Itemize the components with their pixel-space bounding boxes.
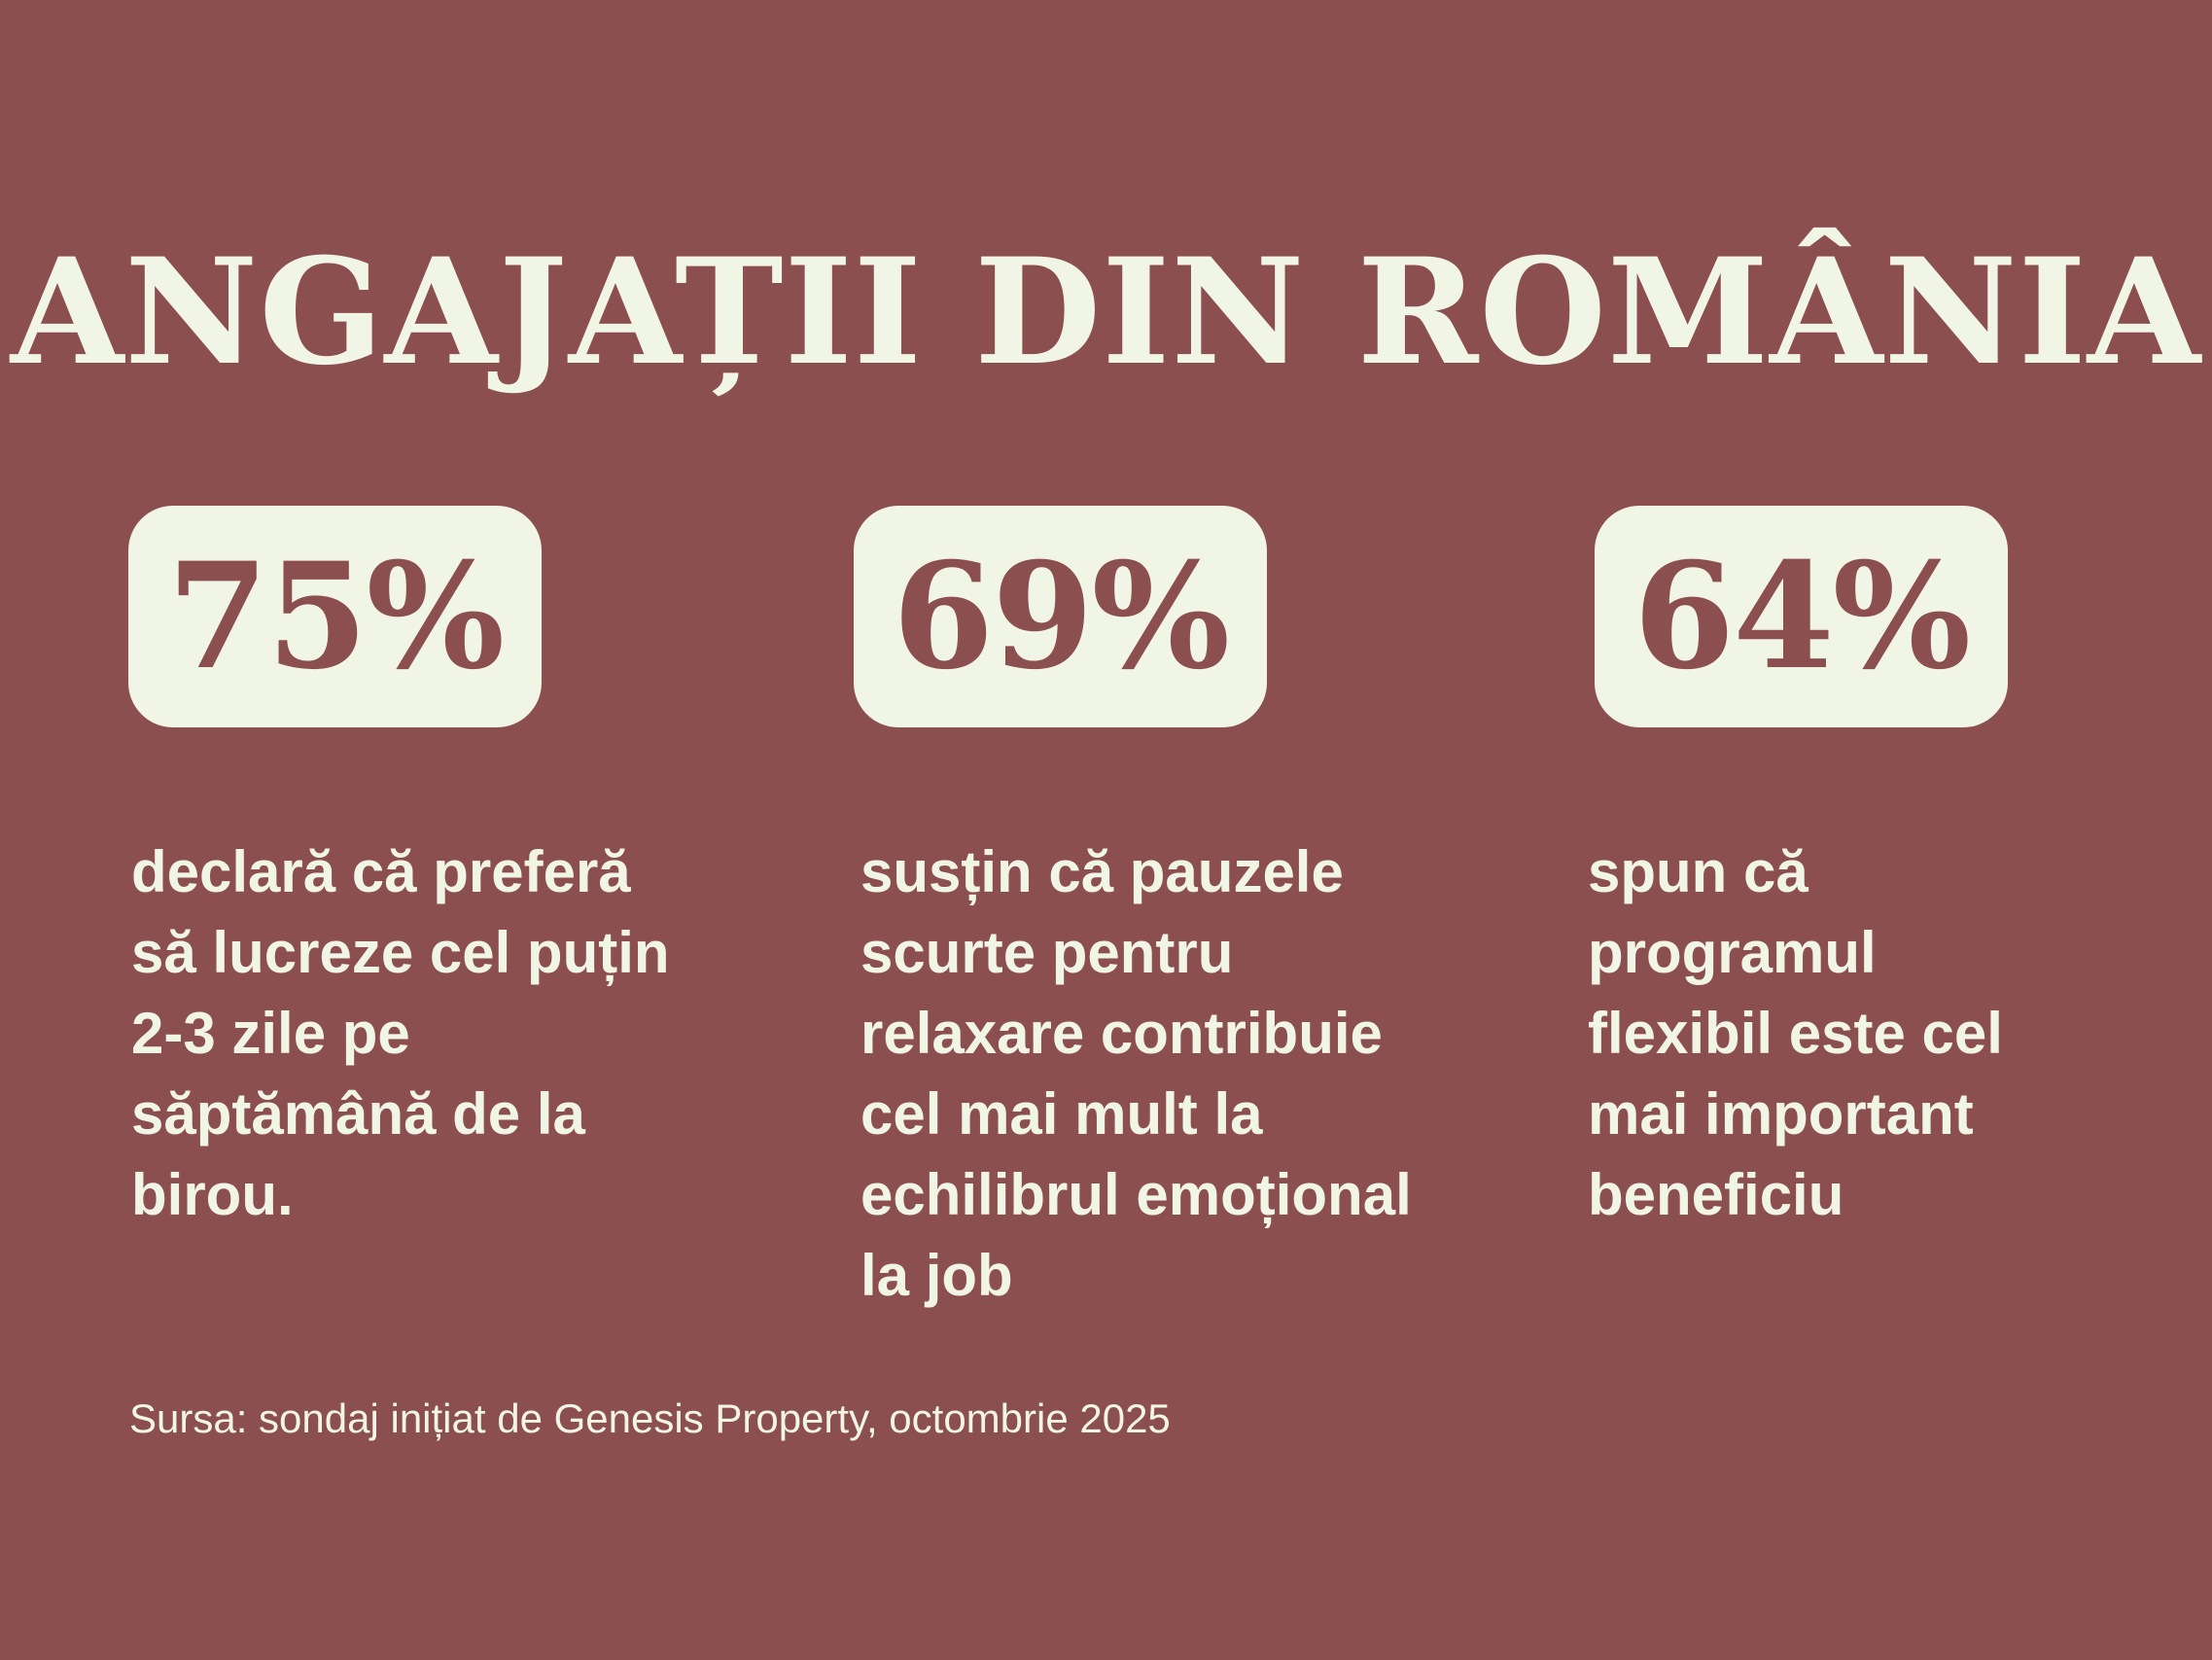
stat-box-3: 64%: [1595, 506, 2008, 727]
stat-box-2: 69%: [854, 506, 1267, 727]
stat-value-3: 64%: [1633, 531, 1971, 702]
stat-box-1: 75%: [128, 506, 542, 727]
stat-description-2: susțin că pauzele scurte pentru relaxare…: [860, 839, 1412, 1308]
stat-description-1: declară că preferă să lucreze cel puțin …: [131, 839, 670, 1227]
stat-value-1: 75%: [166, 531, 505, 702]
stat-value-2: 69%: [892, 531, 1230, 702]
source-note: Sursa: sondaj inițiat de Genesis Propert…: [129, 1395, 1171, 1441]
stat-description-3: spun că programul flexibil este cel mai …: [1588, 839, 2003, 1227]
infographic-title: ANGAJAȚII DIN ROMÂNIA: [10, 227, 2202, 398]
